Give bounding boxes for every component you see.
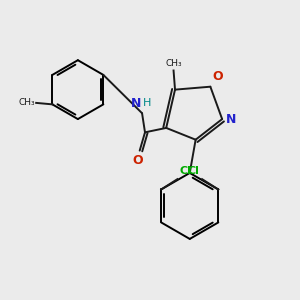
Text: N: N bbox=[130, 97, 141, 110]
Text: H: H bbox=[143, 98, 152, 108]
Text: N: N bbox=[226, 112, 236, 126]
Text: Cl: Cl bbox=[180, 166, 192, 176]
Text: O: O bbox=[212, 70, 223, 83]
Text: Cl: Cl bbox=[188, 166, 200, 176]
Text: CH₃: CH₃ bbox=[165, 58, 182, 68]
Text: CH₃: CH₃ bbox=[18, 98, 35, 107]
Text: O: O bbox=[132, 154, 143, 166]
